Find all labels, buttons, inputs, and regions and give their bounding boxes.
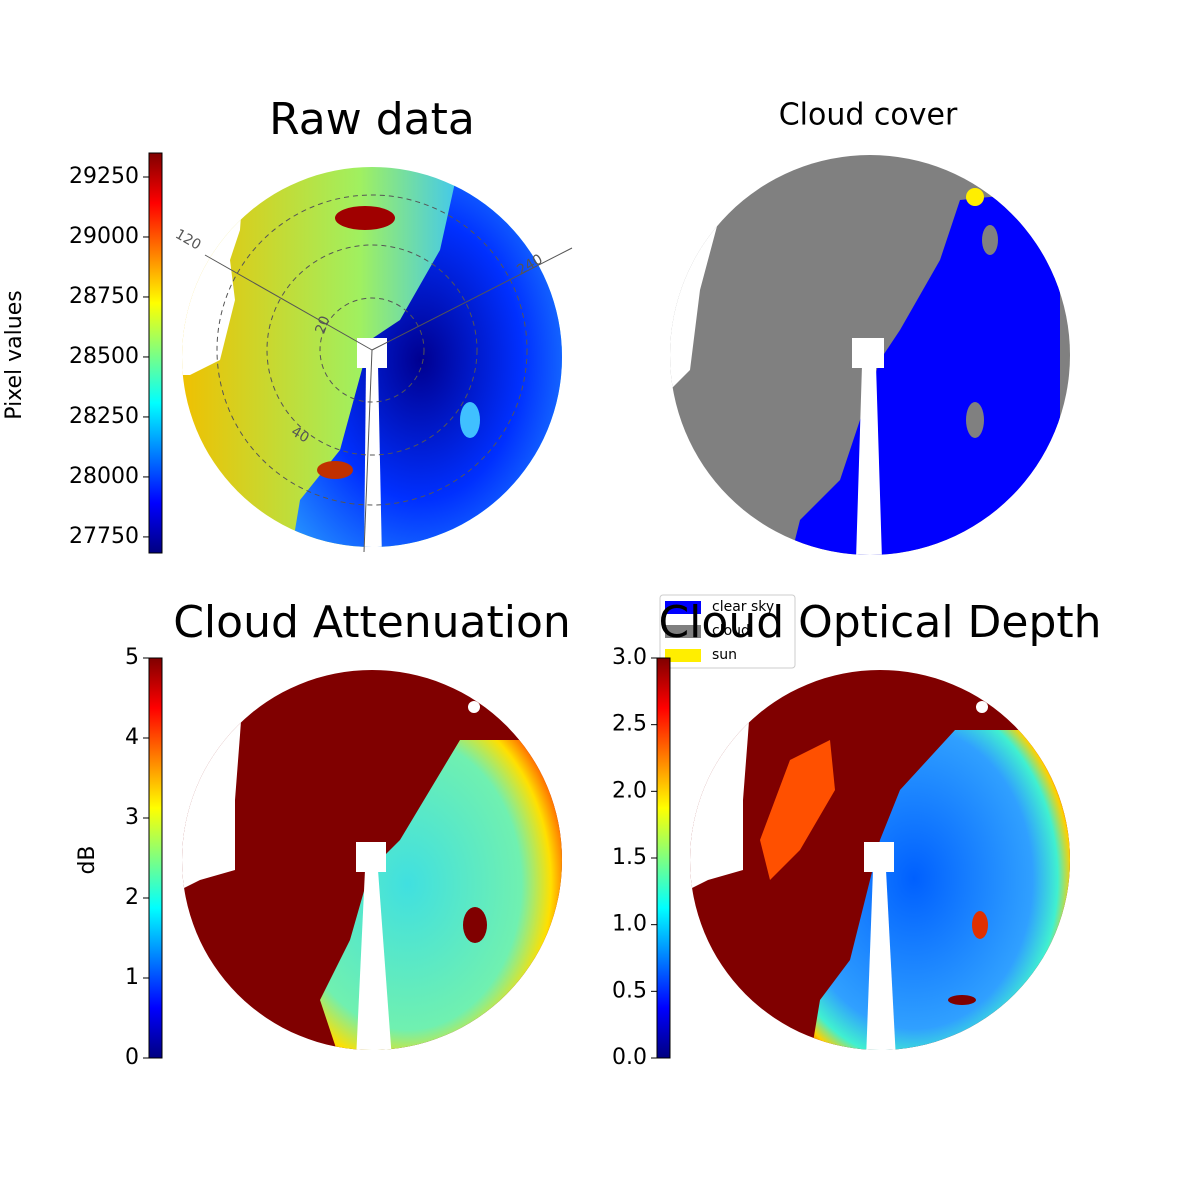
colorbar-tick-label: 4 (125, 725, 139, 750)
radius-label: 40 (288, 424, 311, 447)
colorbar-tick-label: 0.5 (612, 978, 647, 1003)
panel-title: Raw data (269, 94, 475, 145)
legend-swatch (665, 601, 701, 614)
optical-depth-image (690, 670, 1070, 1050)
colorbar-tick-label: 28000 (69, 464, 139, 489)
cloud-mask (670, 155, 1070, 555)
colorbar-tick-label: 2 (125, 885, 139, 910)
colorbar-label: dB (75, 845, 100, 874)
colorbar-tick-label: 27750 (69, 524, 139, 549)
colorbar-tick-label: 3 (125, 805, 139, 830)
legend-label: sun (712, 647, 737, 663)
legend-swatch (665, 649, 701, 662)
panel-title: Cloud Optical Depth (658, 597, 1101, 648)
colorbar-tick-label: 2.0 (612, 778, 647, 803)
polar-grid (216, 194, 528, 506)
colorbar-tick-label: 28250 (69, 404, 139, 429)
legend-swatch (665, 625, 701, 638)
angle-label: 120 (172, 226, 203, 253)
colorbar (148, 657, 163, 1059)
colorbar-tick-label: 5 (125, 645, 139, 670)
sky-image (182, 167, 562, 547)
legend-label: clear sky (712, 599, 774, 615)
colorbar (148, 152, 163, 554)
colorbar-tick-label: 1 (125, 965, 139, 990)
colorbar-tick-label: 29250 (69, 164, 139, 189)
colorbar-tick-label: 3.0 (612, 645, 647, 670)
colorbar-label: Pixel values (2, 290, 27, 419)
colorbar-tick-label: 29000 (69, 224, 139, 249)
polar-axis (363, 349, 373, 553)
polar-axis (371, 247, 573, 351)
colorbar-tick-label: 0 (125, 1045, 139, 1070)
polar-axis (204, 254, 373, 351)
colorbar-tick-label: 1.5 (612, 845, 647, 870)
colorbar-tick-label: 2.5 (612, 712, 647, 737)
legend-label: cloud (712, 623, 750, 639)
panel-title: Cloud cover (779, 98, 958, 133)
colorbar-tick-label: 28750 (69, 284, 139, 309)
attenuation-image (182, 670, 562, 1050)
radius-label: 20 (312, 314, 333, 336)
colorbar-tick-label: 1.0 (612, 912, 647, 937)
colorbar-tick-label: 0.0 (612, 1045, 647, 1070)
panel-title: Cloud Attenuation (173, 597, 571, 648)
colorbar-tick-label: 28500 (69, 344, 139, 369)
colorbar (656, 657, 671, 1059)
